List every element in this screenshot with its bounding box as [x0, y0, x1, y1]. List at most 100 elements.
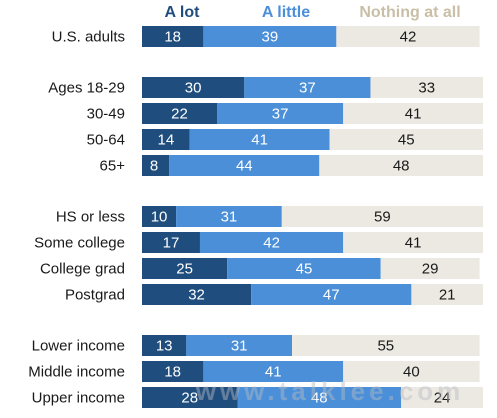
- category-label-65: 65+: [100, 158, 126, 175]
- legend-a-little: A little: [262, 4, 310, 21]
- bar-row-lower-income: Lower income 13 31 55: [32, 335, 480, 356]
- bar-30-49-a-lot: [142, 103, 218, 124]
- bar-row-some-college: Some college 17 42 41: [34, 232, 483, 253]
- bar-row-50-64: 50-64 14 41 45: [87, 129, 483, 150]
- value-label-college-grad-a-little: 45: [296, 261, 313, 278]
- value-label-postgrad-a-little: 47: [323, 287, 340, 304]
- value-label-upper-income-a-lot: 28: [181, 390, 198, 407]
- value-label-college-grad-nothing-at-all: 29: [422, 261, 439, 278]
- bar-row-upper-income: Upper income 28 48 24: [32, 387, 483, 408]
- bar-u-s-adults-nothing-at-all: [336, 26, 480, 47]
- value-label-30-49-a-little: 37: [272, 106, 289, 123]
- bar-college-grad-a-lot: [142, 258, 228, 279]
- value-label-50-64-a-little: 41: [251, 132, 268, 149]
- value-label-u-s-adults-nothing-at-all: 42: [400, 29, 417, 46]
- value-label-30-49-a-lot: 22: [171, 106, 188, 123]
- bar-hs-or-less-a-lot: [142, 206, 177, 227]
- value-label-hs-or-less-a-lot: 10: [151, 209, 168, 226]
- value-label-middle-income-a-lot: 18: [164, 364, 181, 381]
- value-label-postgrad-a-lot: 32: [188, 287, 205, 304]
- legend-a-lot: A lot: [165, 4, 201, 21]
- value-label-50-64-a-lot: 14: [158, 132, 175, 149]
- watermark-text: www.talklee.com: [195, 376, 465, 406]
- value-label-middle-income-nothing-at-all: 40: [403, 364, 420, 381]
- category-label-u-s-adults: U.S. adults: [52, 29, 125, 46]
- value-label-ages-18-29-a-little: 37: [299, 80, 316, 97]
- category-label-lower-income: Lower income: [32, 338, 125, 355]
- value-label-u-s-adults-a-little: 39: [262, 29, 279, 46]
- bar-30-49-a-little: [217, 103, 344, 124]
- bar-ages-18-29-a-lot: [142, 77, 245, 98]
- value-label-50-64-nothing-at-all: 45: [398, 132, 415, 149]
- chart-rows: U.S. adults 18 39 42 Ages 18-29 30 37 33 30-49 22…: [28, 26, 483, 408]
- bar-postgrad-a-lot: [142, 284, 252, 305]
- value-label-lower-income-a-little: 31: [231, 338, 248, 355]
- value-label-hs-or-less-nothing-at-all: 59: [374, 209, 391, 226]
- bar-ages-18-29-a-little: [244, 77, 371, 98]
- bar-row-ages-18-29: Ages 18-29 30 37 33: [48, 77, 483, 98]
- value-label-lower-income-a-lot: 13: [156, 338, 173, 355]
- bar-upper-income-nothing-at-all: [401, 387, 483, 408]
- bar-ages-18-29-nothing-at-all: [370, 77, 483, 98]
- category-label-upper-income: Upper income: [32, 390, 125, 407]
- category-label-college-grad: College grad: [40, 261, 125, 278]
- bar-hs-or-less-nothing-at-all: [281, 206, 483, 227]
- legend-nothing-at-all: Nothing at all: [359, 4, 460, 21]
- value-label-ages-18-29-nothing-at-all: 33: [418, 80, 435, 97]
- value-label-some-college-a-lot: 17: [163, 235, 180, 252]
- bar-row-65: 65+ 8 44 48: [100, 155, 483, 176]
- bar-lower-income-nothing-at-all: [292, 335, 480, 356]
- bar-row-u-s-adults: U.S. adults 18 39 42: [52, 26, 480, 47]
- bar-65-a-lot: [142, 155, 170, 176]
- category-label-hs-or-less: HS or less: [56, 209, 125, 226]
- bar-u-s-adults-a-little: [203, 26, 337, 47]
- bar-50-64-a-little: [189, 129, 330, 150]
- bar-some-college-nothing-at-all: [343, 232, 483, 253]
- category-label-30-49: 30-49: [87, 106, 125, 123]
- bar-row-middle-income: Middle income 18 41 40: [28, 361, 480, 382]
- category-label-ages-18-29: Ages 18-29: [48, 80, 125, 97]
- bar-some-college-a-little: [199, 232, 344, 253]
- bar-upper-income-a-little: [237, 387, 402, 408]
- chart-legend: A lot A little Nothing at all: [165, 4, 461, 21]
- value-label-middle-income-a-little: 41: [265, 364, 282, 381]
- bar-middle-income-a-lot: [142, 361, 204, 382]
- value-label-65-nothing-at-all: 48: [393, 158, 410, 175]
- value-label-upper-income-nothing-at-all: 24: [434, 390, 451, 407]
- category-label-50-64: 50-64: [87, 132, 125, 149]
- bar-row-30-49: 30-49 22 37 41: [87, 103, 483, 124]
- value-label-lower-income-nothing-at-all: 55: [377, 338, 394, 355]
- bar-college-grad-a-little: [227, 258, 381, 279]
- bar-some-college-a-lot: [142, 232, 200, 253]
- bar-row-postgrad: Postgrad 32 47 21: [65, 284, 483, 305]
- value-label-postgrad-nothing-at-all: 21: [439, 287, 456, 304]
- bar-middle-income-a-little: [203, 361, 344, 382]
- bar-upper-income-a-lot: [142, 387, 238, 408]
- value-label-30-49-nothing-at-all: 41: [405, 106, 422, 123]
- value-label-some-college-a-little: 42: [263, 235, 280, 252]
- value-label-college-grad-a-lot: 25: [176, 261, 193, 278]
- bar-postgrad-a-little: [251, 284, 412, 305]
- bar-lower-income-a-lot: [142, 335, 187, 356]
- value-label-some-college-nothing-at-all: 41: [405, 235, 422, 252]
- bar-50-64-a-lot: [142, 129, 190, 150]
- bar-hs-or-less-a-little: [176, 206, 282, 227]
- value-label-upper-income-a-little: 48: [311, 390, 328, 407]
- category-label-middle-income: Middle income: [28, 364, 125, 381]
- bar-middle-income-nothing-at-all: [343, 361, 480, 382]
- bar-row-college-grad: College grad 25 45 29: [40, 258, 480, 279]
- category-label-postgrad: Postgrad: [65, 287, 125, 304]
- bar-50-64-nothing-at-all: [329, 129, 483, 150]
- bar-college-grad-nothing-at-all: [380, 258, 480, 279]
- value-label-ages-18-29-a-lot: 30: [185, 80, 202, 97]
- value-label-65-a-lot: 8: [150, 158, 158, 175]
- bar-lower-income-a-little: [186, 335, 293, 356]
- bar-row-hs-or-less: HS or less 10 31 59: [56, 206, 483, 227]
- bar-65-a-little: [169, 155, 320, 176]
- value-label-65-a-little: 44: [236, 158, 253, 175]
- bar-postgrad-nothing-at-all: [411, 284, 483, 305]
- bar-30-49-nothing-at-all: [343, 103, 483, 124]
- bar-u-s-adults-a-lot: [142, 26, 204, 47]
- value-label-hs-or-less-a-little: 31: [221, 209, 238, 226]
